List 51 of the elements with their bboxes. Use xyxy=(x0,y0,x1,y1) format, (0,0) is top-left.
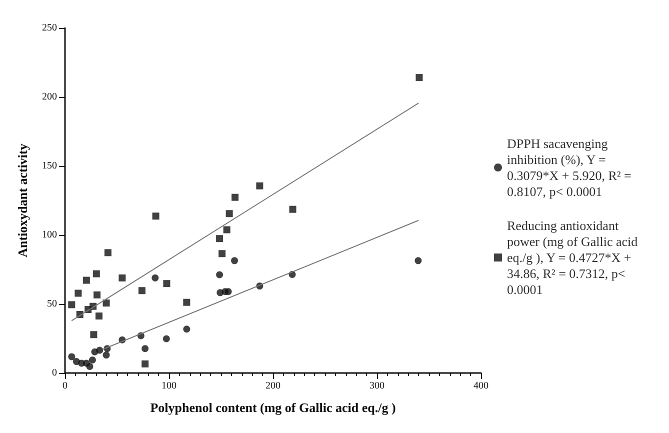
point xyxy=(94,291,101,298)
point xyxy=(104,249,112,256)
y-tick-label: 50 xyxy=(47,298,57,310)
point xyxy=(152,212,160,220)
point xyxy=(231,257,238,264)
point xyxy=(92,270,100,278)
point xyxy=(226,210,233,218)
x-tick-label: 200 xyxy=(266,380,280,392)
point xyxy=(218,250,226,258)
point xyxy=(90,331,98,338)
point xyxy=(289,206,296,213)
y-axis-title: Antioxydant activity xyxy=(15,143,30,258)
y-tick-label: 0 xyxy=(52,368,57,378)
x-tick-label: 100 xyxy=(162,380,176,392)
y-tick-label: 250 xyxy=(42,22,57,34)
point xyxy=(86,363,94,370)
y-tick-label: 100 xyxy=(42,230,57,240)
point xyxy=(162,335,170,342)
legend-label: DPPH sacavenging inhibition (%), Y = 0.3079*X + 5.920, R² = 0.8107, p< 0.0001 xyxy=(507,136,635,199)
point xyxy=(88,356,96,364)
y-tick-label: 200 xyxy=(42,92,57,102)
point xyxy=(416,74,423,82)
point xyxy=(232,194,239,201)
point xyxy=(102,352,110,359)
point xyxy=(224,288,232,296)
x-tick-label: 400 xyxy=(474,380,488,392)
y-tick-label: 150 xyxy=(42,160,57,172)
point xyxy=(68,301,76,308)
point xyxy=(74,290,82,297)
legend-label: Reducing antioxidant power (mg of Gallic acid eq./g ), Y = 0.4727*X + 34.86, R² = 0.7312, p< 0.0001 xyxy=(507,218,641,297)
point xyxy=(142,345,149,352)
point xyxy=(96,312,103,320)
point xyxy=(256,182,264,190)
point xyxy=(152,274,159,282)
point xyxy=(414,257,422,264)
point xyxy=(216,271,224,278)
point xyxy=(223,226,230,234)
x-tick-label: 300 xyxy=(370,380,384,392)
point xyxy=(82,276,90,284)
point xyxy=(183,298,190,306)
point xyxy=(118,274,126,282)
x-axis-title: Polyphenol content (mg of Gallic acid eq./g ) xyxy=(150,400,396,415)
point xyxy=(163,280,170,288)
point xyxy=(183,326,190,333)
point xyxy=(216,235,224,242)
point xyxy=(102,300,110,307)
point xyxy=(138,287,146,294)
point xyxy=(96,346,104,354)
point xyxy=(142,360,149,368)
point xyxy=(68,353,76,360)
x-tick-label: 0 xyxy=(62,380,68,392)
